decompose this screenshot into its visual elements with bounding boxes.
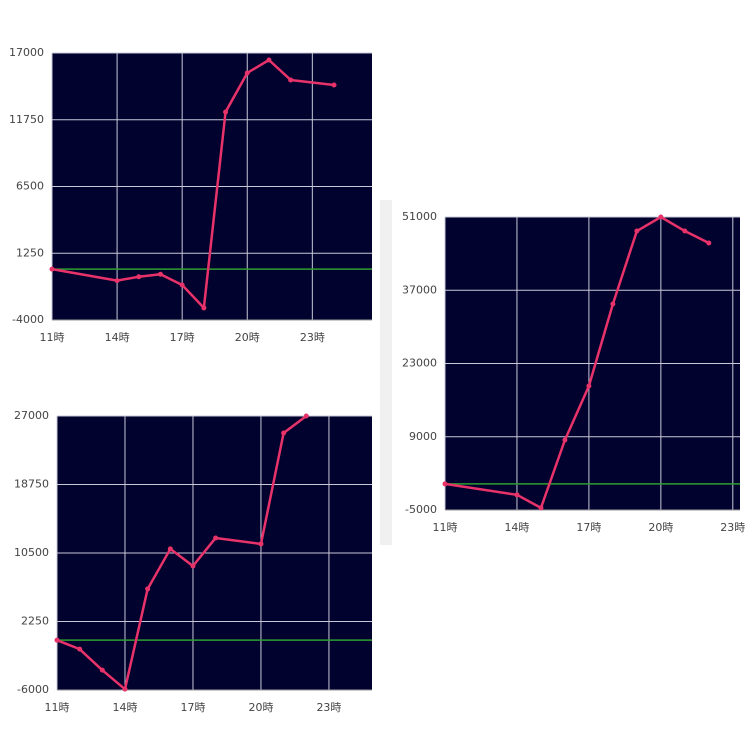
- data-point: [288, 77, 294, 83]
- data-point: [514, 492, 520, 498]
- y-tick-label: 10500: [14, 546, 49, 559]
- data-point: [331, 82, 337, 88]
- y-tick-label: 11750: [9, 113, 44, 126]
- data-point: [610, 301, 616, 307]
- data-point: [538, 505, 544, 511]
- y-tick-label: -5000: [405, 503, 437, 516]
- data-point: [706, 240, 712, 246]
- x-tick-label: 17時: [170, 331, 195, 344]
- data-point: [49, 266, 55, 272]
- data-point: [682, 228, 688, 234]
- data-point: [281, 430, 287, 436]
- separator: [380, 200, 392, 545]
- data-point: [586, 383, 592, 389]
- x-tick-label: 23時: [316, 701, 341, 714]
- data-point: [122, 686, 128, 692]
- x-tick-label: 23時: [720, 521, 745, 534]
- y-tick-label: 1250: [16, 246, 44, 259]
- data-point: [658, 214, 664, 220]
- y-tick-label: 18750: [14, 478, 49, 491]
- data-point: [179, 282, 185, 288]
- data-point: [114, 278, 120, 284]
- data-line: [444, 215, 710, 510]
- data-point: [562, 437, 568, 443]
- data-point: [244, 70, 250, 76]
- x-tick-label: 14時: [105, 331, 130, 344]
- y-tick-label: -6000: [17, 683, 49, 696]
- x-tick-label: 11時: [40, 331, 65, 344]
- data-point: [99, 667, 105, 673]
- y-tick-label: -4000: [12, 313, 44, 326]
- y-tick-label: 6500: [16, 180, 44, 193]
- data-point: [634, 228, 640, 234]
- x-tick-label: 17時: [180, 701, 205, 714]
- y-tick-label: 23000: [402, 357, 437, 370]
- x-tick-label: 20時: [648, 521, 673, 534]
- data-point: [201, 305, 207, 311]
- y-tick-label: 17000: [9, 46, 44, 59]
- x-tick-label: 23時: [300, 331, 325, 344]
- data-point: [303, 413, 309, 419]
- data-point: [258, 541, 264, 547]
- data-point: [213, 535, 219, 541]
- x-tick-label: 14時: [504, 521, 529, 534]
- y-tick-label: 51000: [402, 210, 437, 223]
- x-tick-label: 14時: [112, 701, 137, 714]
- data-point: [157, 271, 163, 277]
- data-point: [442, 481, 448, 487]
- y-tick-label: 9000: [409, 430, 437, 443]
- x-tick-label: 11時: [45, 701, 70, 714]
- y-tick-label: 27000: [14, 409, 49, 422]
- data-point: [145, 586, 151, 592]
- x-tick-label: 20時: [235, 331, 260, 344]
- y-tick-label: 37000: [402, 283, 437, 296]
- data-point: [54, 637, 60, 643]
- data-point: [167, 546, 173, 552]
- x-tick-label: 17時: [576, 521, 601, 534]
- data-point: [266, 57, 272, 63]
- data-point: [77, 646, 83, 652]
- data-point: [136, 274, 142, 280]
- x-tick-label: 20時: [248, 701, 273, 714]
- data-point: [190, 563, 196, 569]
- x-tick-label: 11時: [433, 521, 458, 534]
- y-tick-label: 2250: [21, 615, 49, 628]
- data-point: [223, 109, 229, 115]
